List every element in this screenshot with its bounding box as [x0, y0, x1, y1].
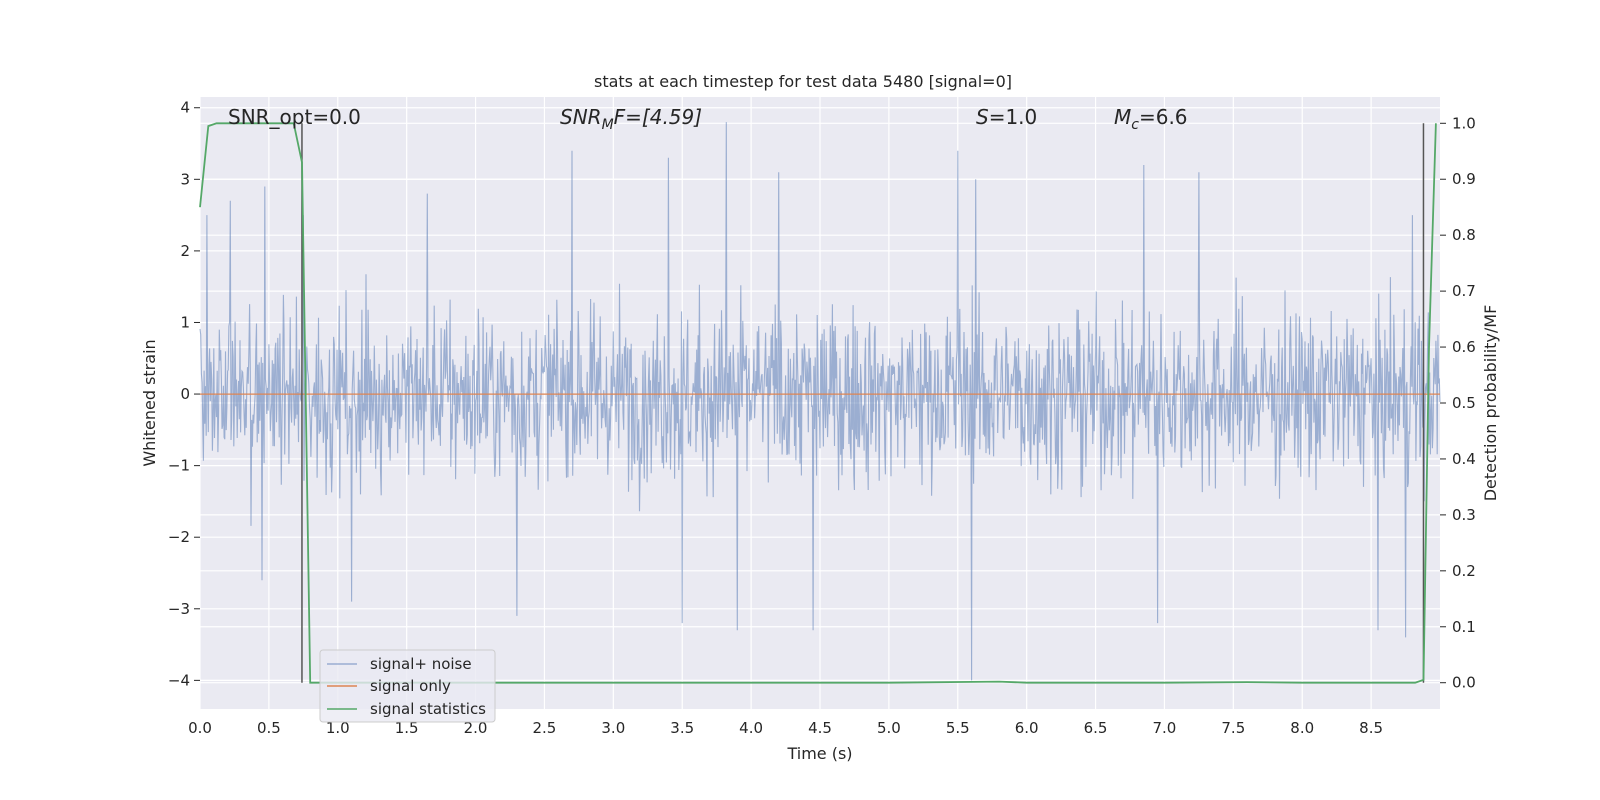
- annotation-snr-mf-tail: F=[4.59]: [614, 105, 702, 129]
- x-tick-label: 5.5: [946, 719, 970, 737]
- annotation-snr-mf-var: SNR: [560, 105, 602, 129]
- annotations: SNR_opt=0.0 SNRMF=[4.59] S=1.0 Mc=6.6: [228, 105, 1188, 133]
- x-tick-label: 4.5: [808, 719, 832, 737]
- x-axis-label: Time (s): [786, 744, 852, 763]
- y-tick-label-right: 0.6: [1452, 338, 1476, 356]
- legend-label-signal-only: signal only: [370, 677, 451, 695]
- y-tick-label-left: 0: [180, 385, 190, 403]
- x-tick-label: 0.5: [257, 719, 281, 737]
- x-tick-label: 5.0: [877, 719, 901, 737]
- y-tick-label-right: 0.9: [1452, 170, 1476, 188]
- signal-noise-line: [199, 122, 1441, 681]
- x-tick-label: 4.0: [739, 719, 763, 737]
- y-tick-label-left: 4: [180, 99, 190, 117]
- x-tick-label: 2.0: [464, 719, 488, 737]
- y-tick-label-left: −2: [168, 528, 190, 546]
- legend-label-signal-noise: signal+ noise: [370, 655, 472, 673]
- y-axis-label-left: Whitened strain: [140, 339, 159, 466]
- y-tick-label-right: 1.0: [1452, 114, 1476, 132]
- y-tick-label-left: −3: [168, 600, 190, 618]
- series-signal-noise: [199, 122, 1441, 681]
- x-tick-label: 7.0: [1153, 719, 1177, 737]
- annotation-mc: Mc=6.6: [1114, 105, 1188, 133]
- y-tick-label-right: 0.3: [1452, 506, 1476, 524]
- legend: signal+ noise signal only signal statist…: [319, 649, 496, 723]
- y-tick-label-right: 0.5: [1452, 394, 1476, 412]
- y-tick-label-left: 2: [180, 242, 190, 260]
- x-tick-label: 1.0: [326, 719, 350, 737]
- y-tick-label-left: −4: [168, 671, 190, 689]
- y-tick-label-left: −1: [168, 457, 190, 475]
- annotation-s-tail: =1.0: [989, 105, 1038, 129]
- x-tick-label: 7.5: [1221, 719, 1245, 737]
- y-tick-label-left: 1: [180, 313, 190, 331]
- y-tick-label-right: 0.4: [1452, 450, 1476, 468]
- annotation-snr-opt: SNR_opt=0.0: [228, 105, 361, 129]
- annotation-s-var: S: [976, 105, 989, 129]
- x-tick-label: 6.0: [1015, 719, 1039, 737]
- annotation-mc-var: M: [1114, 105, 1131, 129]
- chart-title: stats at each timestep for test data 548…: [594, 72, 1012, 91]
- series-signal-statistics: [199, 122, 1437, 684]
- annotation-snr-mf: SNRMF=[4.59]: [560, 105, 702, 133]
- y-axis-ticks-right: 0.0 0.1 0.2 0.3 0.4 0.5 0.6 0.7 0.8 0.9 1.0: [1440, 114, 1476, 692]
- x-tick-label: 1.5: [395, 719, 419, 737]
- x-tick-label: 3.5: [670, 719, 694, 737]
- signal-statistics-line: [199, 122, 1437, 684]
- y-axis-ticks-left: −4 −3 −2 −1 0 1 2 3 4: [168, 99, 200, 689]
- x-tick-label: 2.5: [533, 719, 557, 737]
- annotation-mc-sub: c: [1131, 117, 1139, 133]
- legend-label-signal-statistics: signal statistics: [370, 700, 486, 718]
- x-tick-label: 8.5: [1359, 719, 1383, 737]
- y-tick-label-right: 0.0: [1452, 674, 1476, 692]
- y-axis-label-right: Detection probability/MF: [1481, 305, 1500, 502]
- y-tick-label-left: 3: [180, 170, 190, 188]
- x-tick-label: 8.0: [1290, 719, 1314, 737]
- plot-area: [199, 97, 1441, 709]
- y-tick-label-right: 0.2: [1452, 562, 1476, 580]
- x-axis-ticks: 0.0 0.5 1.0 1.5 2.0 2.5 3.0 3.5 4.0 4.5 5.0 5.5 6.0 6…: [188, 719, 1383, 737]
- x-tick-label: 0.0: [188, 719, 212, 737]
- annotation-mc-tail: =6.6: [1139, 105, 1188, 129]
- y-tick-label-right: 0.8: [1452, 226, 1476, 244]
- annotation-s: S=1.0: [976, 105, 1037, 129]
- annotation-snr-mf-sub: M: [602, 117, 614, 133]
- y-tick-label-right: 0.7: [1452, 282, 1476, 300]
- x-tick-label: 3.0: [601, 719, 625, 737]
- x-tick-label: 6.5: [1084, 719, 1108, 737]
- y-tick-label-right: 0.1: [1452, 618, 1476, 636]
- legend-box: [319, 649, 496, 723]
